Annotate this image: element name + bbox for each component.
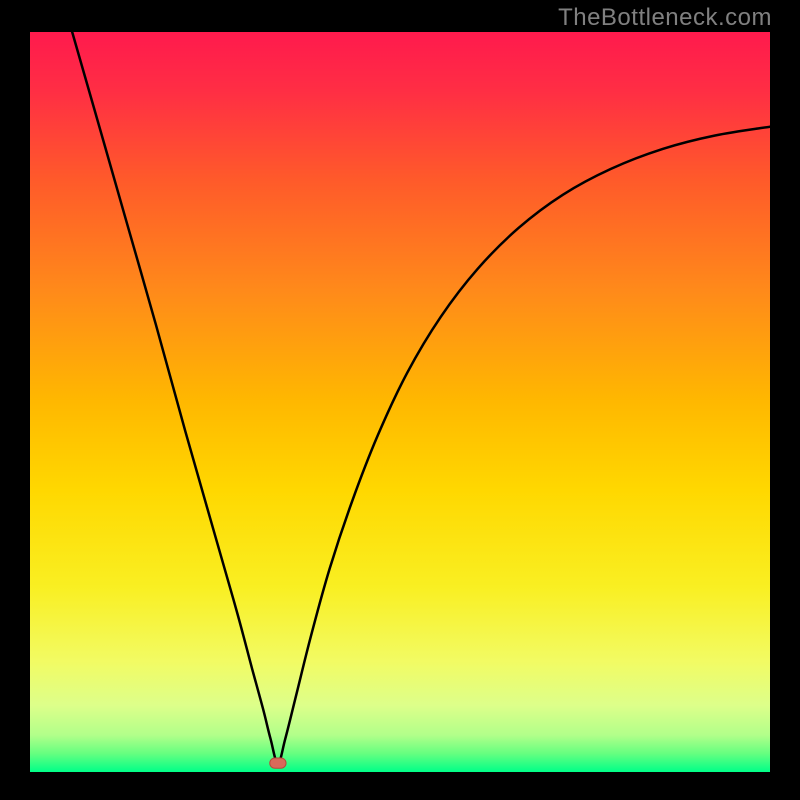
watermark-text: TheBottleneck.com	[558, 4, 772, 32]
plot-area	[30, 32, 770, 772]
gradient-background	[30, 32, 770, 772]
chart-frame: TheBottleneck.com	[0, 0, 800, 800]
minimum-marker	[270, 758, 286, 768]
bottleneck-chart-svg	[30, 32, 770, 772]
